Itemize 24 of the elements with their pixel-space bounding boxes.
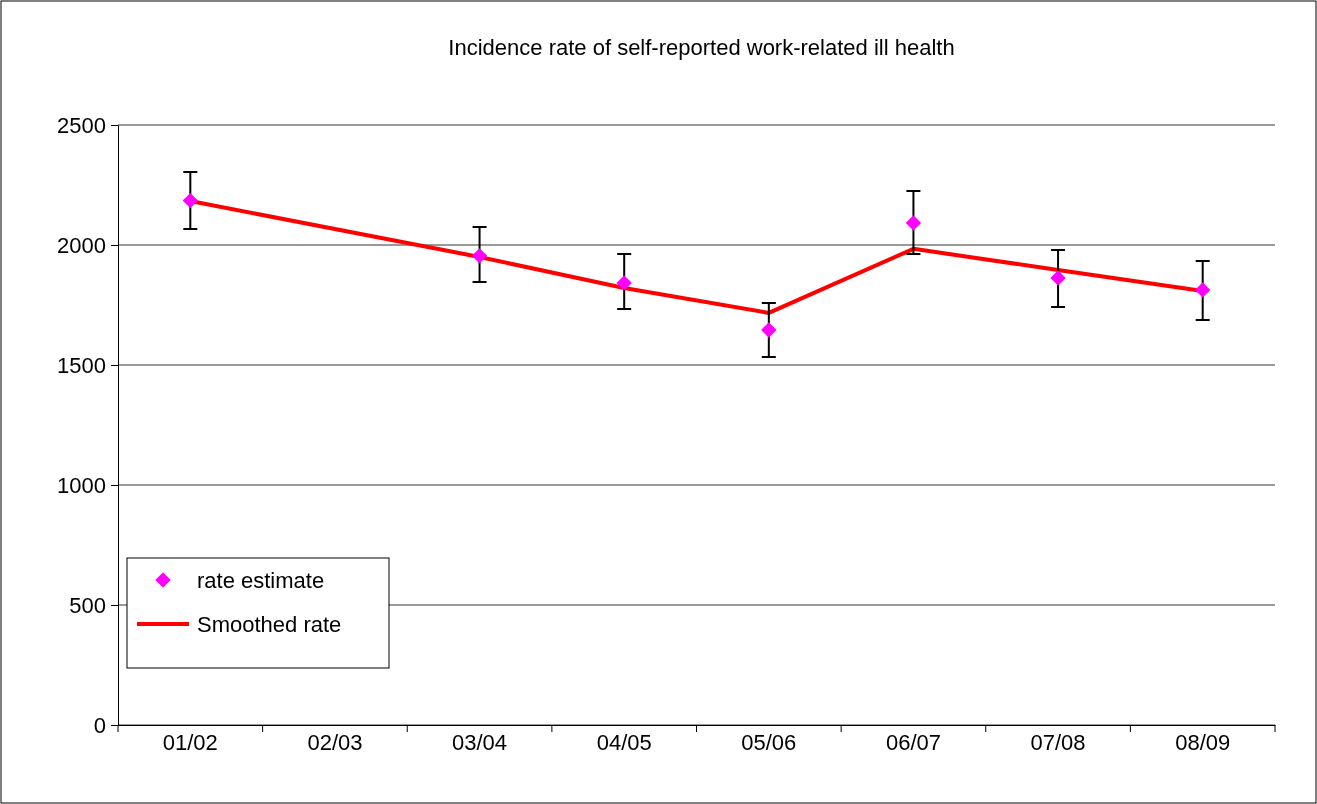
legend-label: Smoothed rate bbox=[197, 612, 342, 637]
x-tick-label: 05/06 bbox=[741, 730, 797, 755]
legend-label: rate estimate bbox=[197, 568, 325, 593]
point bbox=[1195, 282, 1211, 298]
x-tick-label: 01/02 bbox=[162, 730, 218, 755]
point bbox=[1050, 270, 1066, 286]
x-tick-label: 02/03 bbox=[307, 730, 363, 755]
point bbox=[761, 322, 777, 338]
x-tick-label: 03/04 bbox=[452, 730, 508, 755]
y-tick-label: 0 bbox=[93, 712, 106, 738]
point bbox=[182, 192, 198, 209]
y-tick-label: 500 bbox=[69, 592, 106, 618]
point bbox=[471, 248, 488, 264]
x-tick-label: 08/09 bbox=[1175, 730, 1231, 755]
point bbox=[616, 275, 632, 291]
x-tick-label: 04/05 bbox=[596, 730, 652, 755]
y-tick-label: 1500 bbox=[57, 352, 106, 378]
x-tick-label: 06/07 bbox=[885, 730, 941, 755]
point bbox=[905, 215, 922, 231]
chart-title: Incidence rate of self-reported work-related ill health bbox=[448, 35, 955, 60]
y-tick-label: 2500 bbox=[57, 112, 106, 138]
x-tick-label: 07/08 bbox=[1030, 730, 1086, 755]
y-tick-label: 2000 bbox=[57, 232, 106, 258]
y-tick-label: 1000 bbox=[57, 472, 106, 498]
